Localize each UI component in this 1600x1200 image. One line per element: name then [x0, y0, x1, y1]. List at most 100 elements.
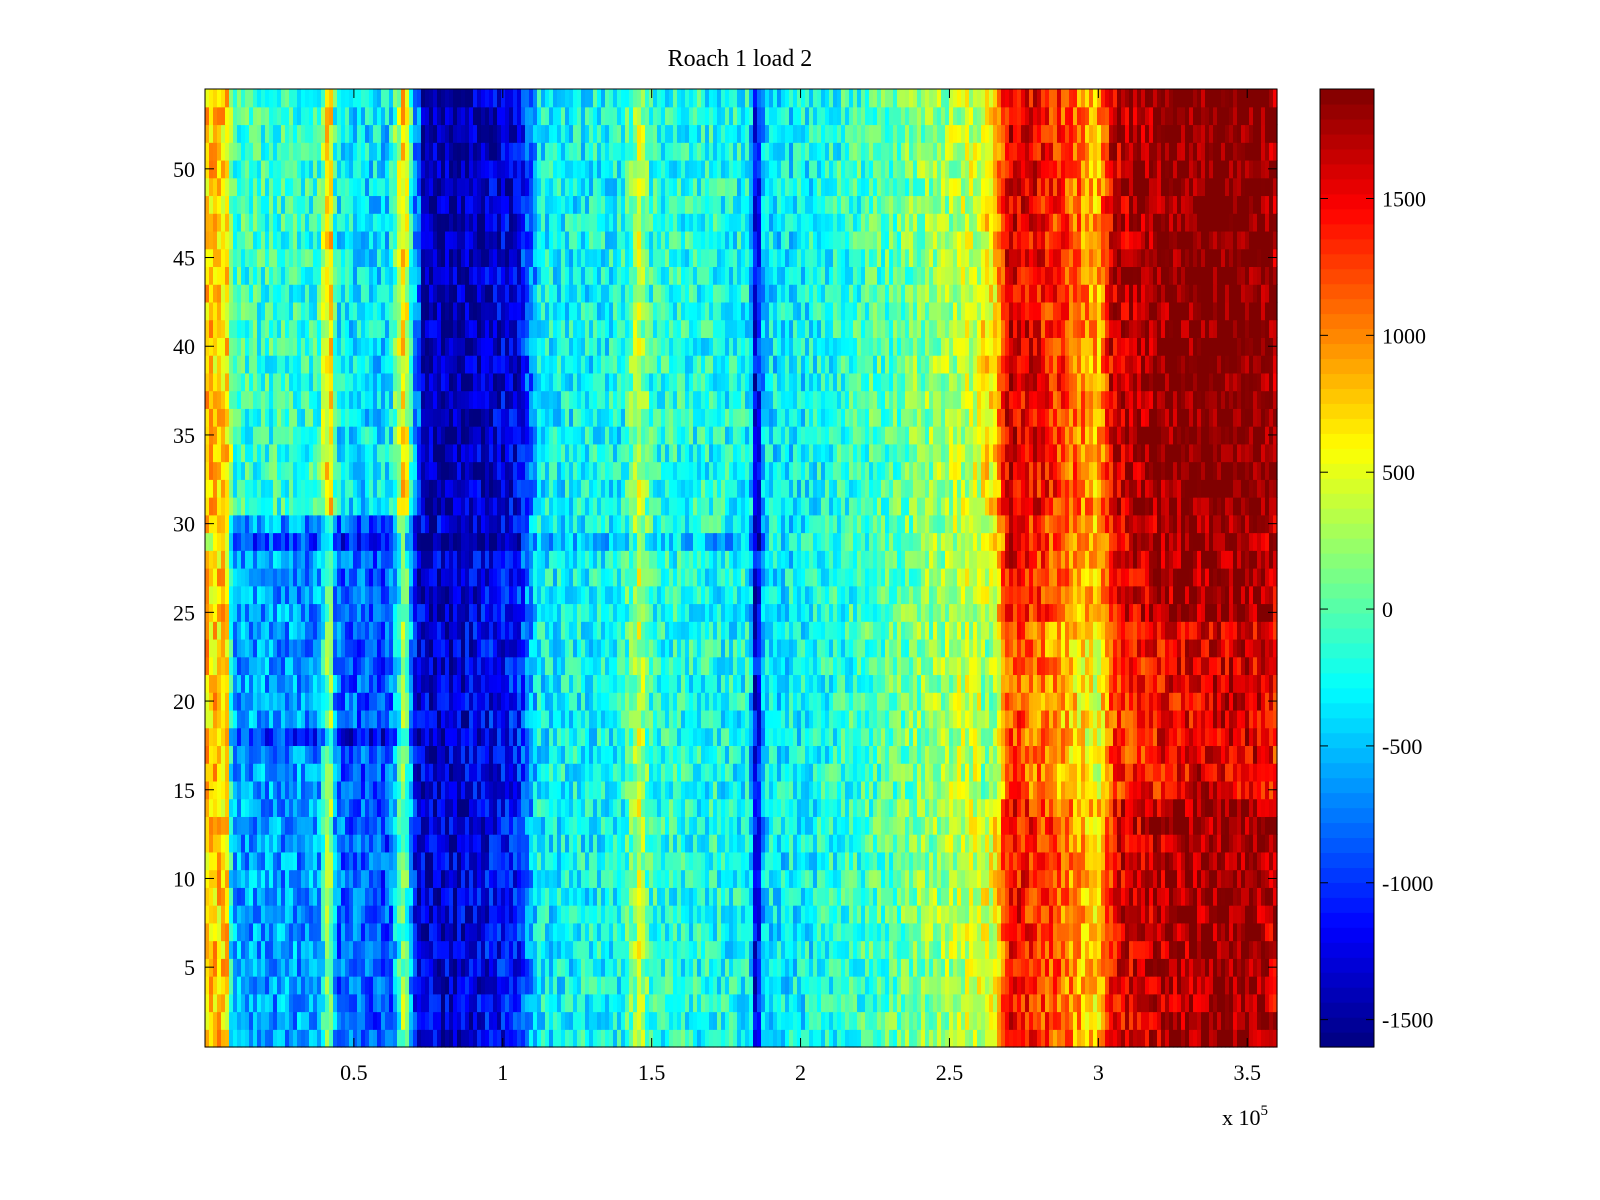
heatmap-cell — [1045, 851, 1050, 871]
heatmap-cell — [465, 816, 470, 835]
heatmap-cell — [1217, 940, 1222, 959]
heatmap-cell — [1029, 1011, 1034, 1030]
heatmap-cell — [493, 958, 498, 977]
heatmap-cell — [885, 940, 890, 959]
heatmap-cell — [433, 905, 438, 924]
heatmap-cell — [1025, 851, 1030, 871]
heatmap-cell — [633, 905, 638, 924]
heatmap-cell — [701, 922, 706, 942]
heatmap-cell — [701, 851, 706, 871]
heatmap-cell — [533, 922, 538, 942]
heatmap-cell — [317, 887, 322, 906]
heatmap-cell — [981, 940, 986, 959]
heatmap-cell — [817, 745, 822, 764]
heatmap-cell — [1241, 745, 1246, 764]
heatmap-cell — [1141, 958, 1146, 977]
heatmap-cell — [261, 1011, 266, 1030]
heatmap-cell — [705, 976, 710, 995]
heatmap-cell — [693, 780, 698, 800]
heatmap-cell — [1085, 940, 1090, 959]
heatmap-cell — [1073, 834, 1078, 853]
heatmap-cell — [593, 922, 598, 942]
heatmap-cell — [1261, 922, 1266, 942]
heatmap-cell — [717, 816, 722, 835]
heatmap-cell — [765, 745, 770, 764]
heatmap-cell — [765, 834, 770, 853]
heatmap-cell — [973, 958, 978, 977]
heatmap-cell — [569, 851, 574, 871]
heatmap-cell — [593, 1011, 598, 1030]
heatmap-cell — [505, 958, 510, 977]
heatmap-cell — [1133, 745, 1138, 764]
heatmap-cell — [601, 745, 606, 764]
heatmap-cell — [945, 940, 950, 959]
heatmap-cell — [425, 709, 430, 729]
heatmap-cell — [941, 993, 946, 1013]
heatmap-cell — [953, 887, 958, 906]
heatmap-cell — [1169, 1011, 1174, 1030]
heatmap-cell — [297, 834, 302, 853]
heatmap-cell — [713, 869, 718, 888]
heatmap-cell — [597, 1011, 602, 1030]
heatmap-cell — [769, 727, 774, 747]
heatmap-cell — [533, 834, 538, 853]
heatmap-cell — [481, 763, 486, 782]
heatmap-cell — [357, 798, 362, 817]
heatmap-cell — [521, 727, 526, 747]
heatmap-cell — [849, 709, 854, 729]
heatmap-cell — [949, 940, 954, 959]
heatmap-cell — [269, 1011, 274, 1030]
heatmap-cell — [369, 1011, 374, 1030]
heatmap-cell — [457, 763, 462, 782]
heatmap-cell — [973, 1011, 978, 1030]
heatmap-cell — [373, 851, 378, 871]
heatmap-cell — [989, 887, 994, 906]
heatmap-cell — [1117, 905, 1122, 924]
heatmap-cell — [513, 1029, 518, 1048]
heatmap-cell — [437, 905, 442, 924]
heatmap-cell — [285, 922, 290, 942]
heatmap-cell — [773, 709, 778, 729]
heatmap-cell — [949, 887, 954, 906]
heatmap-cell — [1237, 834, 1242, 853]
heatmap-cell — [945, 816, 950, 835]
heatmap-cell — [1201, 905, 1206, 924]
heatmap-cell — [1273, 887, 1278, 906]
heatmap-cell — [945, 763, 950, 782]
heatmap-cell — [333, 940, 338, 959]
heatmap-cell — [385, 780, 390, 800]
heatmap-cell — [801, 1011, 806, 1030]
heatmap-cell — [637, 905, 642, 924]
heatmap-cell — [773, 1029, 778, 1048]
heatmap-cell — [745, 798, 750, 817]
heatmap-cell — [637, 976, 642, 995]
heatmap-cell — [1041, 905, 1046, 924]
heatmap-cell — [233, 834, 238, 853]
heatmap-cell — [293, 851, 298, 871]
heatmap-cell — [1045, 1029, 1050, 1048]
heatmap-cell — [1029, 905, 1034, 924]
heatmap-cell — [473, 763, 478, 782]
heatmap-cell — [629, 940, 634, 959]
heatmap-cell — [1057, 869, 1062, 888]
heatmap-cell — [385, 887, 390, 906]
heatmap-cell — [397, 745, 402, 764]
heatmap-cell — [365, 709, 370, 729]
heatmap-cell — [1033, 816, 1038, 835]
heatmap-cell — [1197, 745, 1202, 764]
heatmap-cell — [337, 816, 342, 835]
heatmap-cell — [1185, 745, 1190, 764]
heatmap-cell — [1153, 745, 1158, 764]
heatmap-cell — [801, 816, 806, 835]
heatmap-cell — [1249, 816, 1254, 835]
heatmap-cell — [913, 905, 918, 924]
heatmap-cell — [1209, 1029, 1214, 1048]
heatmap-cell — [465, 976, 470, 995]
heatmap-cell — [273, 1029, 278, 1048]
heatmap-cell — [677, 1011, 682, 1030]
heatmap-cell — [1025, 816, 1030, 835]
heatmap-cell — [1201, 940, 1206, 959]
heatmap-cell — [909, 940, 914, 959]
heatmap-cell — [1177, 745, 1182, 764]
heatmap-cell — [377, 905, 382, 924]
